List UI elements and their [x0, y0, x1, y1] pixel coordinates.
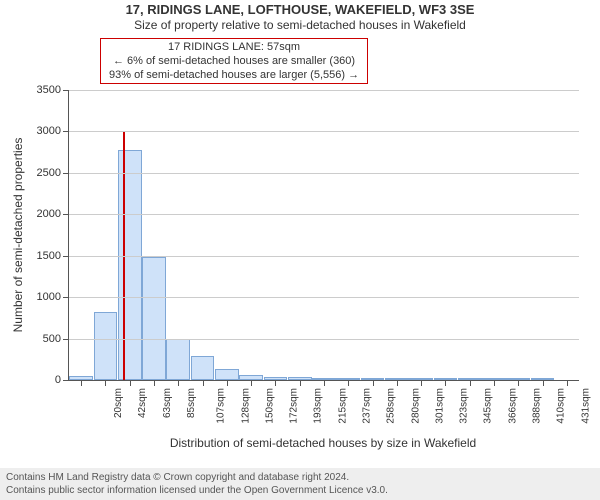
histogram-bar [191, 356, 215, 380]
x-tick [227, 380, 228, 386]
x-tick [397, 380, 398, 386]
x-tick-label: 410sqm [556, 388, 567, 424]
gridline [69, 173, 579, 174]
y-tick-label: 500 [43, 333, 61, 345]
x-tick-label: 323sqm [459, 388, 470, 424]
x-tick [445, 380, 446, 386]
x-tick [324, 380, 325, 386]
title-sub: Size of property relative to semi-detach… [0, 18, 600, 33]
x-tick [178, 380, 179, 386]
x-tick-label: 42sqm [137, 388, 148, 418]
y-tick-label: 1500 [37, 250, 61, 262]
histogram-bar [166, 339, 190, 380]
x-tick [494, 380, 495, 386]
y-tick [63, 380, 69, 381]
x-tick [154, 380, 155, 386]
plot-area: 0500100015002000250030003500 [68, 90, 579, 381]
y-tick [63, 339, 69, 340]
y-tick-label: 3000 [37, 125, 61, 137]
titles-block: 17, RIDINGS LANE, LOFTHOUSE, WAKEFIELD, … [0, 2, 600, 33]
x-tick-label: 63sqm [162, 388, 173, 418]
x-tick [470, 380, 471, 386]
footer: Contains HM Land Registry data © Crown c… [0, 468, 600, 500]
bars-layer [69, 90, 579, 380]
x-tick [203, 380, 204, 386]
y-tick [63, 173, 69, 174]
y-tick-label: 3500 [37, 84, 61, 96]
histogram-bar [118, 150, 142, 380]
y-tick-label: 2000 [37, 208, 61, 220]
y-tick [63, 214, 69, 215]
x-tick-label: 215sqm [337, 388, 348, 424]
title-main: 17, RIDINGS LANE, LOFTHOUSE, WAKEFIELD, … [0, 2, 600, 18]
x-tick [105, 380, 106, 386]
annotation-box: 17 RIDINGS LANE: 57sqm ← 6% of semi-deta… [100, 38, 368, 84]
x-tick-label: 128sqm [240, 388, 251, 424]
x-tick-label: 20sqm [113, 388, 124, 418]
x-tick [275, 380, 276, 386]
y-axis-title: Number of semi-detached properties [11, 138, 25, 333]
x-tick [300, 380, 301, 386]
x-tick-label: 85sqm [186, 388, 197, 418]
gridline [69, 339, 579, 340]
annotation-line-2: ← 6% of semi-detached houses are smaller… [109, 54, 359, 68]
x-tick-label: 301sqm [434, 388, 445, 424]
histogram-bar [142, 257, 166, 380]
y-tick-label: 1000 [37, 291, 61, 303]
annotation-line-3: 93% of semi-detached houses are larger (… [109, 68, 359, 82]
x-tick-label: 172sqm [289, 388, 300, 424]
x-tick-label: 107sqm [216, 388, 227, 424]
x-axis-title: Distribution of semi-detached houses by … [68, 436, 578, 450]
x-tick [567, 380, 568, 386]
x-tick [373, 380, 374, 386]
y-tick [63, 297, 69, 298]
x-tick-label: 258sqm [386, 388, 397, 424]
footer-line-2: Contains public sector information licen… [6, 484, 594, 497]
x-tick-label: 366sqm [507, 388, 518, 424]
annotation-line-1: 17 RIDINGS LANE: 57sqm [109, 40, 359, 54]
x-tick [348, 380, 349, 386]
x-tick [81, 380, 82, 386]
x-tick [518, 380, 519, 386]
y-tick [63, 256, 69, 257]
x-tick-label: 237sqm [362, 388, 373, 424]
x-tick [543, 380, 544, 386]
gridline [69, 297, 579, 298]
gridline [69, 214, 579, 215]
y-tick-label: 2500 [37, 167, 61, 179]
histogram-bar [94, 312, 118, 380]
histogram-bar [215, 369, 239, 380]
y-tick [63, 90, 69, 91]
gridline [69, 131, 579, 132]
x-tick [421, 380, 422, 386]
x-tick-label: 193sqm [313, 388, 324, 424]
x-tick-label: 345sqm [483, 388, 494, 424]
figure: 17, RIDINGS LANE, LOFTHOUSE, WAKEFIELD, … [0, 0, 600, 500]
y-tick-label: 0 [55, 374, 61, 386]
y-tick [63, 131, 69, 132]
gridline [69, 256, 579, 257]
gridline [69, 90, 579, 91]
x-tick-label: 150sqm [264, 388, 275, 424]
x-tick-label: 388sqm [532, 388, 543, 424]
footer-line-1: Contains HM Land Registry data © Crown c… [6, 471, 594, 484]
x-tick-label: 431sqm [580, 388, 591, 424]
x-tick-label: 280sqm [410, 388, 421, 424]
x-tick [130, 380, 131, 386]
x-tick [251, 380, 252, 386]
